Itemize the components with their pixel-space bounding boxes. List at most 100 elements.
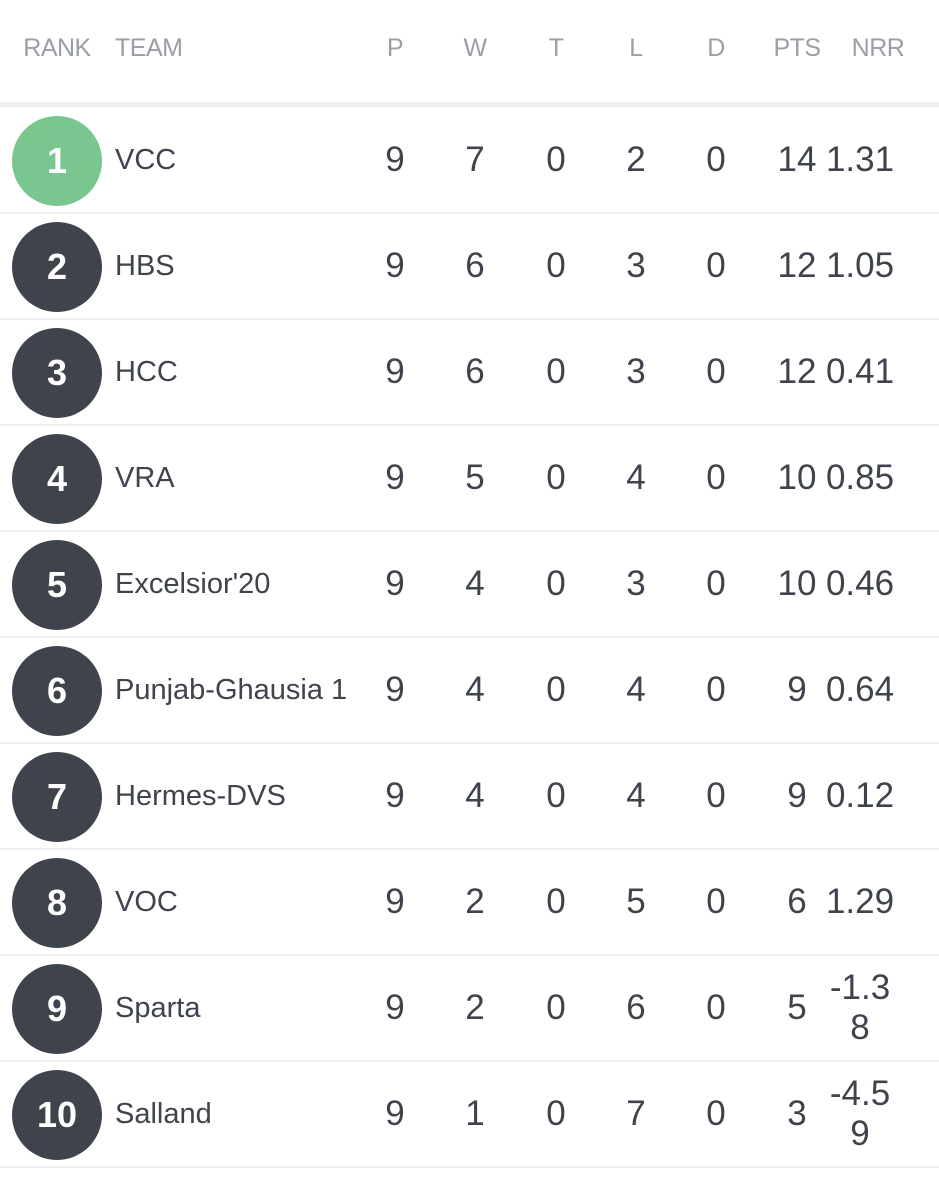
stat-cell: 4: [596, 638, 676, 742]
stat-cell: 1.31: [826, 108, 918, 212]
column-header: L: [629, 34, 643, 62]
stat-value: 4: [465, 776, 485, 815]
stat-value: 0: [706, 670, 726, 709]
stat-cell: 9: [355, 532, 435, 636]
stat-cell: 6: [435, 214, 515, 318]
stat-cell: 9: [757, 638, 837, 742]
stat-cell: 0: [516, 1062, 596, 1166]
column-header: P: [386, 34, 404, 62]
standings-row: 3 HCC 9 6 0 3 0 12 0.41: [0, 320, 939, 426]
stat-value: 9: [385, 988, 405, 1027]
stat-value: 5: [465, 458, 485, 497]
stat-cell: 3: [596, 532, 676, 636]
stat-cell: 0.46: [826, 532, 918, 636]
net-run-rate: 1.29: [825, 882, 895, 921]
stat-value: 3: [626, 352, 646, 391]
standings-row: 8 VOC 9 2 0 5 0 6 1.29: [0, 850, 939, 956]
stat-value: 0: [546, 246, 566, 285]
stat-value: 1: [465, 1094, 485, 1133]
stat-value: 9: [385, 1094, 405, 1133]
stat-value: 0: [706, 882, 726, 921]
column-header: W: [463, 34, 487, 62]
stat-cell: 10: [757, 532, 837, 636]
column-header: RANK: [23, 34, 91, 62]
stat-cell: 9: [355, 320, 435, 424]
rank-badge: 5: [12, 540, 102, 630]
column-header: NRR: [851, 34, 905, 62]
stat-cell: 9: [355, 956, 435, 1060]
stat-cell: 0: [676, 320, 756, 424]
stat-value: 2: [626, 140, 646, 179]
stat-cell: 0: [516, 744, 596, 848]
stat-value: 9: [385, 458, 405, 497]
stat-value: 4: [626, 458, 646, 497]
net-run-rate: -1.38: [829, 968, 891, 1047]
stat-value: 3: [626, 246, 646, 285]
team-name: Punjab-Ghausia 1: [115, 673, 348, 706]
stat-cell: 0: [676, 532, 756, 636]
stat-cell: 0: [516, 532, 596, 636]
stat-cell: 0: [676, 850, 756, 954]
stat-cell: 2: [596, 108, 676, 212]
stat-value: 6: [787, 882, 807, 921]
stat-cell: -1.38: [830, 956, 918, 1060]
stat-cell: 4: [435, 744, 515, 848]
team-name: HBS: [115, 249, 175, 282]
standings-row: 4 VRA 9 5 0 4 0 10 0.85: [0, 426, 939, 532]
stat-cell: 0: [516, 214, 596, 318]
stat-cell: 0: [676, 426, 756, 530]
rank-badge: 7: [12, 752, 102, 842]
stat-value: 9: [385, 564, 405, 603]
rank-number: 10: [36, 1094, 78, 1135]
stat-cell: 0.12: [826, 744, 918, 848]
stat-value: 6: [465, 246, 485, 285]
stat-value: 0: [706, 458, 726, 497]
stat-value: 9: [385, 140, 405, 179]
stat-value: 6: [465, 352, 485, 391]
stat-cell: 2: [435, 956, 515, 1060]
stat-cell: 0.64: [826, 638, 918, 742]
team-name: Excelsior'20: [115, 567, 271, 600]
stat-value: 2: [465, 988, 485, 1027]
stat-cell: 1: [435, 1062, 515, 1166]
rank-number: 1: [46, 140, 68, 181]
stat-value: 12: [777, 246, 817, 285]
stat-cell: 0: [676, 108, 756, 212]
column-header: D: [707, 34, 725, 62]
stat-value: 0: [706, 1094, 726, 1133]
stat-cell: 9: [355, 214, 435, 318]
rank-badge: 1: [12, 116, 102, 206]
stat-value: 9: [385, 352, 405, 391]
stat-value: 0: [546, 140, 566, 179]
stat-cell: 3: [757, 1062, 837, 1166]
stat-value: 0: [706, 140, 726, 179]
stat-value: 5: [626, 882, 646, 921]
stat-value: 0: [706, 776, 726, 815]
stat-value: 14: [777, 140, 817, 179]
standings-row: 5 Excelsior'20 9 4 0 3 0 10 0.46: [0, 532, 939, 638]
net-run-rate: 1.05: [825, 246, 895, 285]
stat-cell: 9: [355, 426, 435, 530]
stat-cell: 0: [676, 1062, 756, 1166]
stat-cell: 0: [516, 108, 596, 212]
stat-value: 9: [385, 882, 405, 921]
stat-cell: 7: [435, 108, 515, 212]
rank-number: 6: [46, 670, 68, 711]
stat-cell: 0: [676, 638, 756, 742]
team-name: Hermes-DVS: [115, 779, 286, 812]
net-run-rate: -4.59: [829, 1074, 891, 1153]
rank-badge: 3: [12, 328, 102, 418]
stat-value: 0: [546, 882, 566, 921]
stat-value: 0: [706, 988, 726, 1027]
team-name: VRA: [115, 461, 175, 494]
stat-value: 0: [546, 458, 566, 497]
column-header: T: [548, 34, 564, 62]
stat-value: 0: [546, 776, 566, 815]
stat-cell: 6: [757, 850, 837, 954]
rank-number: 5: [46, 564, 68, 605]
rank-badge: 6: [12, 646, 102, 736]
standings-row: 10 Salland 9 1 0 7 0 3 -4.59: [0, 1062, 939, 1168]
team-name: Sparta: [115, 991, 201, 1024]
stat-value: 5: [787, 988, 807, 1027]
